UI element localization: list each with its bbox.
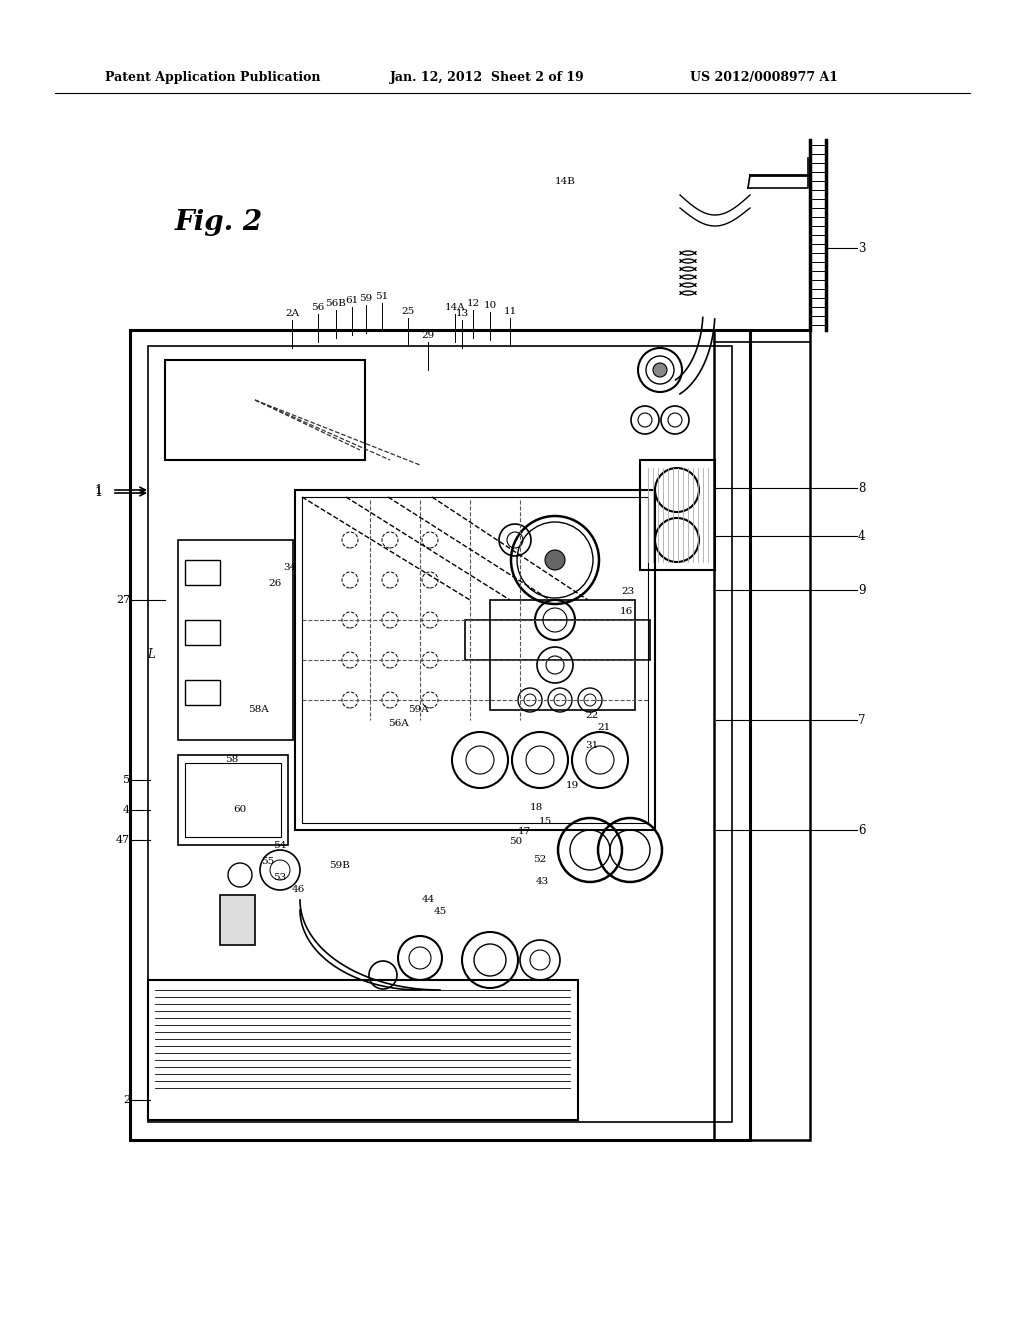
Text: 59B: 59B [330, 861, 350, 870]
Bar [130, 330, 750, 1140]
Bar [148, 346, 732, 1122]
Text: 53: 53 [273, 874, 287, 883]
Text: 1: 1 [94, 487, 102, 499]
Text: 56A: 56A [388, 719, 409, 729]
Text: Jan. 12, 2012  Sheet 2 of 19: Jan. 12, 2012 Sheet 2 of 19 [390, 71, 585, 84]
Text: 21: 21 [597, 722, 610, 731]
Text: 59: 59 [359, 294, 373, 304]
Bar [465, 620, 650, 660]
Text: 56: 56 [311, 304, 325, 312]
Text: 14A: 14A [444, 304, 465, 312]
Text: 6: 6 [858, 824, 865, 837]
Text: 43: 43 [536, 878, 549, 887]
Circle shape [653, 363, 667, 378]
Bar [148, 979, 578, 1119]
Polygon shape [220, 895, 255, 945]
Text: 13: 13 [456, 309, 469, 318]
Text: 14B: 14B [555, 177, 575, 186]
Text: 22: 22 [586, 710, 599, 719]
Text: 29: 29 [421, 331, 434, 341]
Text: 59A: 59A [408, 705, 428, 714]
Text: 31: 31 [586, 741, 599, 750]
Bar [185, 680, 220, 705]
Text: 60: 60 [233, 805, 247, 814]
Text: 4: 4 [123, 805, 130, 814]
Text: 58: 58 [225, 755, 239, 764]
Bar [185, 763, 281, 837]
Text: 50: 50 [509, 837, 522, 846]
Text: 18: 18 [529, 804, 543, 813]
Text: 46: 46 [292, 886, 304, 895]
Text: 15: 15 [539, 817, 552, 826]
Text: 23: 23 [622, 587, 635, 597]
Bar [490, 601, 635, 710]
Text: 2A: 2A [285, 309, 299, 318]
Text: 9: 9 [858, 583, 865, 597]
Bar [185, 560, 220, 585]
Text: 2: 2 [123, 1096, 130, 1105]
Text: 1: 1 [94, 483, 102, 496]
Text: 12: 12 [466, 300, 479, 308]
Text: 26: 26 [268, 578, 282, 587]
Text: 11: 11 [504, 308, 517, 315]
Text: 51: 51 [376, 292, 389, 301]
Text: US 2012/0008977 A1: US 2012/0008977 A1 [690, 71, 838, 84]
Text: 52: 52 [534, 855, 547, 865]
Text: 47: 47 [116, 836, 130, 845]
Text: 45: 45 [433, 908, 446, 916]
Text: 25: 25 [401, 308, 415, 315]
Text: Patent Application Publication: Patent Application Publication [105, 71, 321, 84]
Text: 3: 3 [858, 242, 865, 255]
Text: Fig. 2: Fig. 2 [175, 209, 263, 235]
Text: 19: 19 [565, 780, 579, 789]
Bar [165, 360, 365, 459]
Text: 17: 17 [517, 828, 530, 837]
Text: L: L [147, 648, 155, 661]
Bar [295, 490, 655, 830]
Text: 27: 27 [116, 595, 130, 605]
Text: 10: 10 [483, 301, 497, 310]
Bar [714, 330, 810, 1140]
Text: 4: 4 [858, 529, 865, 543]
Bar [302, 498, 648, 822]
Bar [185, 620, 220, 645]
Bar [178, 540, 293, 741]
Text: 58A: 58A [248, 705, 268, 714]
Text: 54: 54 [273, 841, 287, 850]
Text: 7: 7 [858, 714, 865, 726]
Text: 44: 44 [421, 895, 434, 904]
Text: 61: 61 [345, 296, 358, 305]
Bar [640, 459, 715, 570]
Circle shape [545, 550, 565, 570]
Bar [178, 755, 288, 845]
Text: 16: 16 [620, 607, 633, 616]
Text: 34: 34 [284, 564, 297, 573]
Text: 8: 8 [858, 482, 865, 495]
Text: 5: 5 [123, 775, 130, 785]
Text: 55: 55 [261, 858, 274, 866]
Text: 56B: 56B [326, 300, 346, 308]
